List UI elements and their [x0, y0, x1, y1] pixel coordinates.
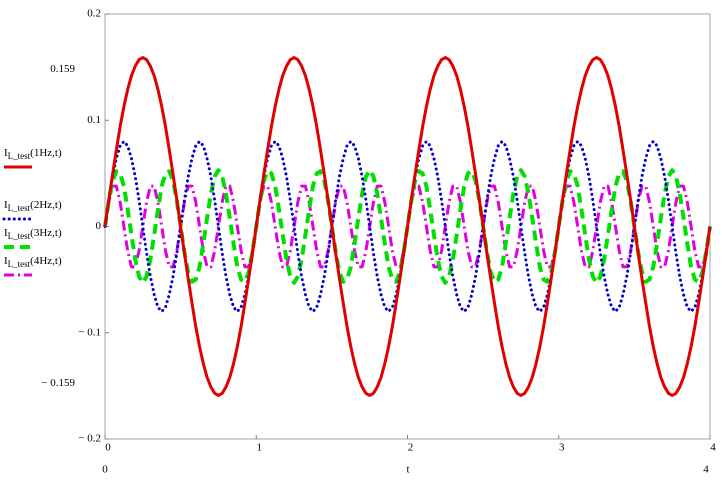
- y-tick-label: 0.1: [87, 114, 101, 126]
- series-line: [103, 56, 712, 397]
- x-axis-label: t: [406, 464, 409, 476]
- y-tick-label: 0.2: [87, 8, 101, 20]
- x-tick-label: 0: [105, 442, 111, 454]
- legend-label-part: L_test: [8, 231, 31, 241]
- legend-label-part: (4Hz,t): [30, 255, 62, 267]
- x-tick-label: 4: [710, 442, 716, 454]
- y-marker-label: 0.159: [50, 63, 75, 75]
- legend-label-part: (2Hz,t): [30, 199, 62, 211]
- x-tick-label: 3: [559, 442, 565, 454]
- y-marker-label: − 0.159: [41, 377, 75, 389]
- legend-label-part: L_test: [8, 259, 31, 269]
- legend-label: IL_test(3Hz,t): [4, 227, 62, 242]
- legend-label-part: I: [4, 255, 8, 267]
- legend-label-part: I: [4, 199, 8, 211]
- legend-label-part: (1Hz,t): [30, 147, 62, 159]
- legend-label-part: I: [4, 147, 8, 159]
- y-tick-label: 0: [96, 220, 102, 232]
- x-limit-label: 0: [102, 464, 108, 476]
- legend-label-part: (3Hz,t): [30, 227, 62, 239]
- legend-label: IL_test(1Hz,t): [4, 147, 62, 162]
- x-tick-label: 1: [257, 442, 263, 454]
- legend-label: IL_test(2Hz,t): [4, 199, 62, 214]
- legend-label-part: L_test: [8, 151, 31, 161]
- y-tick-label: − 0.1: [78, 326, 101, 338]
- y-tick-label: − 0.2: [78, 433, 101, 445]
- legend-label-part: L_test: [8, 203, 31, 213]
- legend-label: IL_test(4Hz,t): [4, 255, 62, 270]
- x-limit-label: 4: [703, 464, 709, 476]
- legend-label-part: I: [4, 227, 8, 239]
- x-tick-label: 2: [408, 442, 414, 454]
